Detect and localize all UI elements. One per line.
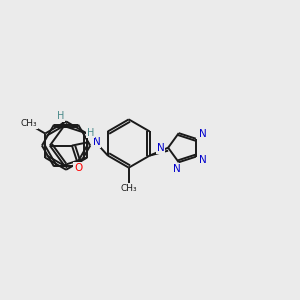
Text: H: H bbox=[87, 128, 94, 138]
Text: N: N bbox=[199, 129, 207, 139]
Text: H: H bbox=[57, 111, 64, 121]
Text: N: N bbox=[173, 164, 181, 174]
Text: O: O bbox=[74, 163, 82, 173]
Text: CH₃: CH₃ bbox=[120, 184, 137, 193]
Text: CH₃: CH₃ bbox=[20, 119, 37, 128]
Text: N: N bbox=[199, 154, 207, 165]
Text: N: N bbox=[157, 143, 165, 153]
Text: N: N bbox=[92, 137, 100, 147]
